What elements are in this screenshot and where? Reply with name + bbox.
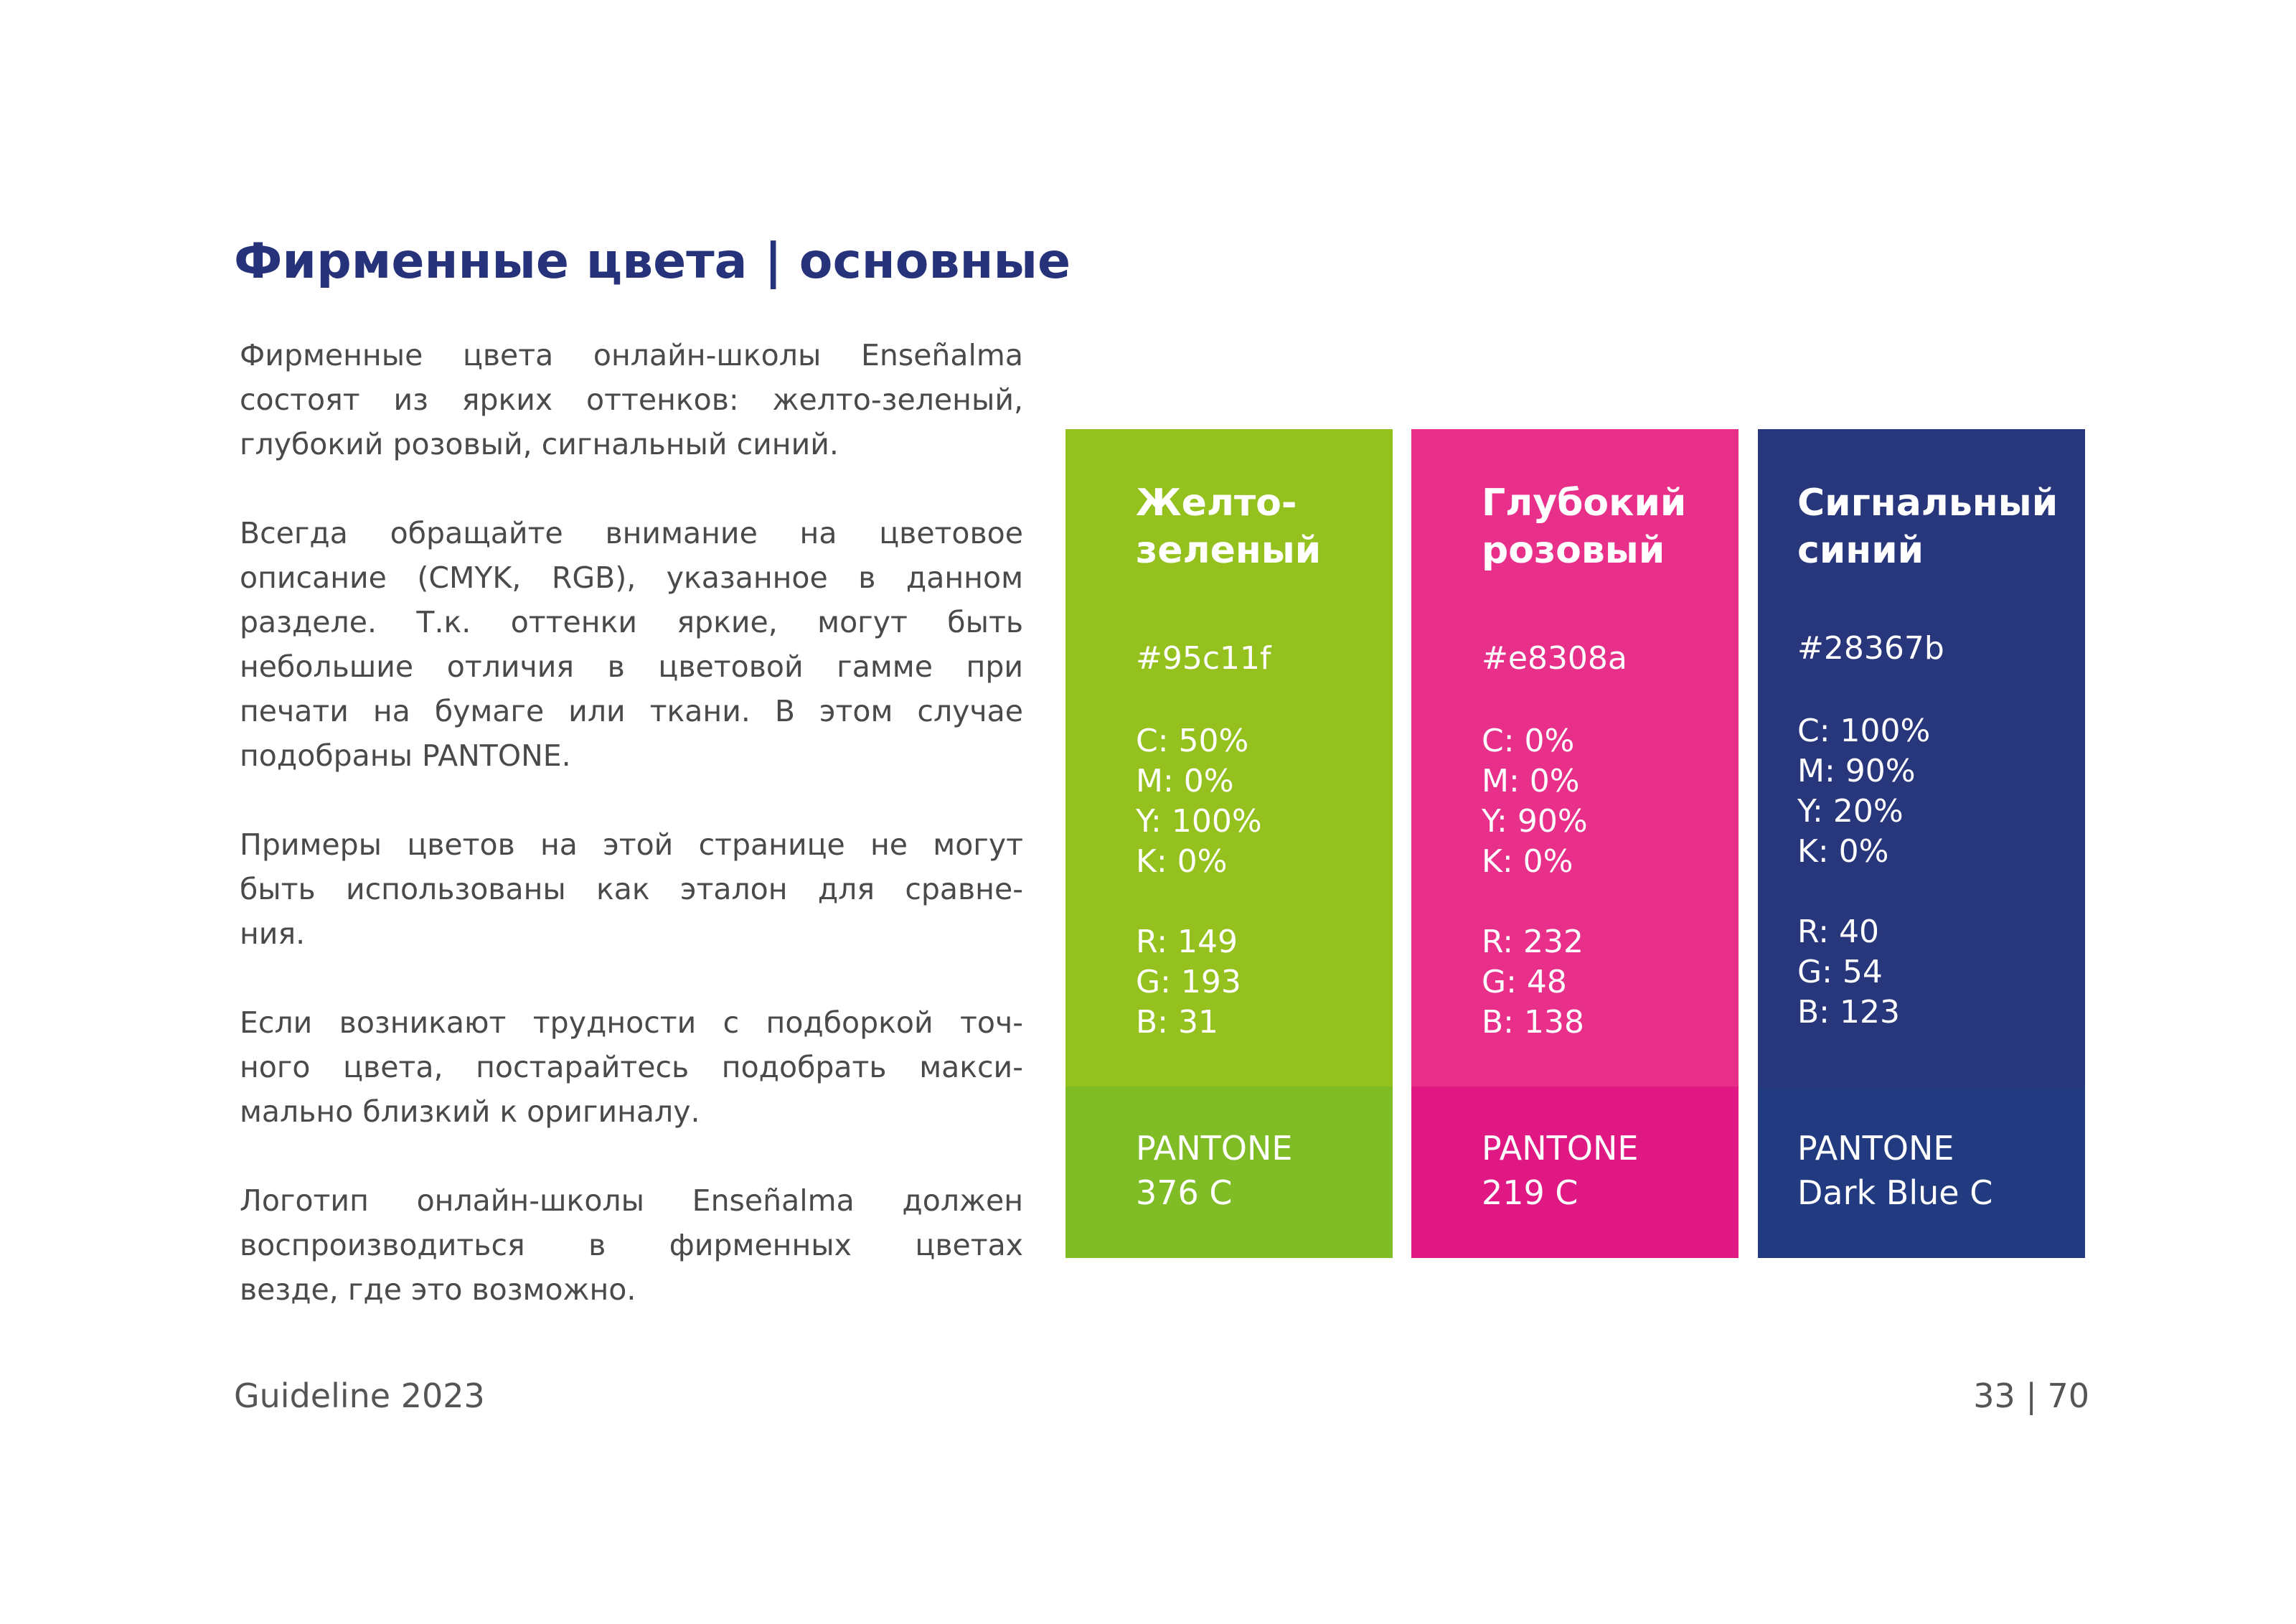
cmyk-value: M: 90%: [1797, 753, 1916, 789]
text-line: подобраны PANTONE.: [240, 738, 571, 773]
hex-code: #95c11f: [1136, 640, 1271, 677]
pantone-line: PANTONE: [1797, 1129, 1954, 1168]
name-line: Желто-: [1136, 482, 1297, 525]
pantone: PANTONE 219 C: [1482, 1126, 1638, 1215]
text-line: разделе. Т.к. оттенки яркие, могут быть: [240, 605, 1023, 639]
paragraph: Если возникают трудности с подборкой точ…: [240, 1000, 1023, 1134]
name-line: розовый: [1482, 529, 1665, 572]
paragraph: Логотип онлайн-школы Enseñalma должен вос…: [240, 1178, 1023, 1312]
paragraph: Всегда обращайте внимание на цветовое опи…: [240, 511, 1023, 778]
cmyk-value: M: 0%: [1482, 763, 1580, 799]
cmyk-value: Y: 20%: [1797, 793, 1904, 830]
text-line: Если возникают трудности с подборкой точ…: [240, 1005, 1023, 1040]
cmyk-value: Y: 90%: [1482, 803, 1588, 840]
rgb-values: R: 40 G: 54 B: 123: [1797, 912, 1900, 1033]
pantone-line: Dark Blue C: [1797, 1173, 1993, 1212]
cmyk-value: K: 0%: [1136, 843, 1228, 880]
name-line: Сигнальный: [1797, 482, 2059, 525]
cmyk-value: K: 0%: [1797, 833, 1889, 870]
rgb-value: R: 232: [1482, 924, 1584, 960]
cmyk-value: C: 50%: [1136, 723, 1249, 759]
text-line: Фирменные цвета онлайн-школы Enseñalma: [240, 338, 1023, 372]
cmyk-values: C: 100% M: 90% Y: 20% K: 0%: [1797, 711, 1930, 872]
color-name: Желто-зеленый: [1136, 479, 1321, 574]
body-text: Фирменные цвета онлайн-школы Enseñalma со…: [240, 333, 1023, 1356]
paragraph: Примеры цветов на этой странице не могут…: [240, 822, 1023, 956]
text-line: быть использованы как эталон для сравне-: [240, 872, 1023, 906]
pantone-line: 219 C: [1482, 1173, 1578, 1212]
rgb-value: B: 123: [1797, 994, 1900, 1031]
pantone: PANTONE 376 C: [1136, 1126, 1292, 1215]
paragraph: Фирменные цвета онлайн-школы Enseñalma со…: [240, 333, 1023, 466]
cmyk-value: K: 0%: [1482, 843, 1573, 880]
color-card: Желто-зеленый #95c11f C: 50% M: 0% Y: 100% K:…: [1065, 429, 1393, 1258]
cmyk-value: M: 0%: [1136, 763, 1234, 799]
rgb-value: R: 40: [1797, 914, 1880, 950]
cmyk-values: C: 50% M: 0% Y: 100% K: 0%: [1136, 721, 1262, 882]
pantone-band: PANTONE Dark Blue C: [1758, 1086, 2085, 1258]
text-line: ния.: [240, 916, 306, 951]
hex-code: #e8308a: [1482, 640, 1627, 677]
rgb-values: R: 149 G: 193 B: 31: [1136, 922, 1241, 1043]
text-line: мально близкий к оригиналу.: [240, 1094, 700, 1129]
pantone-line: 376 C: [1136, 1173, 1233, 1212]
color-name: Глубокий розовый: [1482, 479, 1686, 574]
page-title: Фирменные цвета | основные: [234, 233, 1071, 290]
rgb-value: B: 138: [1482, 1004, 1584, 1041]
color-name: Сигнальный синий: [1797, 479, 2058, 574]
text-line: везде, где это возможно.: [240, 1272, 636, 1307]
pantone-band: PANTONE 376 C: [1065, 1086, 1393, 1258]
name-line: зеленый: [1136, 529, 1322, 572]
text-line: небольшие отличия в цветовой гамме при: [240, 649, 1023, 684]
name-line: Глубокий: [1482, 482, 1687, 525]
cmyk-values: C: 0% M: 0% Y: 90% K: 0%: [1482, 721, 1588, 882]
rgb-value: G: 54: [1797, 954, 1883, 990]
footer-left: Guideline 2023: [234, 1376, 485, 1415]
pantone: PANTONE Dark Blue C: [1797, 1126, 1992, 1215]
text-line: описание (CMYK, RGB), указанное в данном: [240, 560, 1023, 595]
text-line: ного цвета, постарайтесь подобрать макси…: [240, 1050, 1023, 1084]
text-line: воспроизводиться в фирменных цветах: [240, 1228, 1023, 1262]
cmyk-value: C: 100%: [1797, 713, 1931, 749]
rgb-value: G: 193: [1136, 964, 1241, 1000]
color-card: Сигнальный синий #28367b C: 100% M: 90% Y: 20…: [1758, 429, 2085, 1258]
rgb-value: B: 31: [1136, 1004, 1218, 1041]
text-line: Примеры цветов на этой странице не могут: [240, 827, 1023, 862]
pantone-line: PANTONE: [1482, 1129, 1639, 1168]
cmyk-value: Y: 100%: [1136, 803, 1262, 840]
rgb-values: R: 232 G: 48 B: 138: [1482, 922, 1584, 1043]
pantone-line: PANTONE: [1136, 1129, 1293, 1168]
rgb-value: R: 149: [1136, 924, 1238, 960]
text-line: Логотип онлайн-школы Enseñalma должен: [240, 1183, 1023, 1218]
cmyk-value: C: 0%: [1482, 723, 1575, 759]
text-line: Всегда обращайте внимание на цветовое: [240, 516, 1023, 550]
hex-code: #28367b: [1797, 630, 1944, 667]
text-line: печати на бумаге или ткани. В этом случа…: [240, 694, 1023, 728]
name-line: синий: [1797, 529, 1924, 572]
rgb-value: G: 48: [1482, 964, 1567, 1000]
text-line: глубокий розовый, сигнальный синий.: [240, 427, 839, 461]
pantone-band: PANTONE 219 C: [1411, 1086, 1739, 1258]
color-card: Глубокий розовый #e8308a C: 0% M: 0% Y: 90% K:…: [1411, 429, 1739, 1258]
text-line: состоят из ярких оттенков: желто-зеленый…: [240, 382, 1023, 417]
page-number: 33 | 70: [1973, 1376, 2089, 1415]
